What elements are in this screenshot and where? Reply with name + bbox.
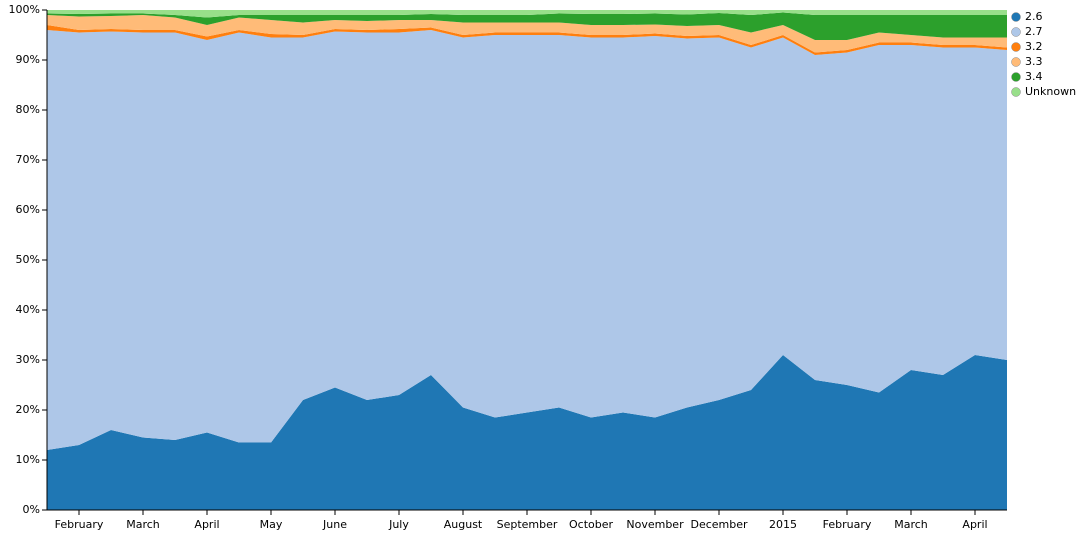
legend-label: 2.6: [1025, 10, 1043, 23]
x-tick-label: April: [194, 518, 219, 531]
area: [47, 12, 1007, 40]
legend-label: 2.7: [1025, 25, 1043, 38]
legend-swatch: [1011, 57, 1021, 67]
y-tick-label: 50%: [16, 253, 40, 266]
legend-label: 3.4: [1025, 70, 1043, 83]
legend-swatch: [1011, 87, 1021, 97]
legend-label: Unknown: [1025, 85, 1076, 98]
y-tick-label: 100%: [9, 3, 40, 16]
x-tick-label: July: [388, 518, 409, 531]
x-tick-label: April: [962, 518, 987, 531]
legend-swatch: [1011, 42, 1021, 52]
legend-label: 3.2: [1025, 40, 1043, 53]
x-tick-label: March: [894, 518, 928, 531]
x-tick-label: September: [497, 518, 558, 531]
y-tick-label: 90%: [16, 53, 40, 66]
legend-swatch: [1011, 72, 1021, 82]
x-tick-label: August: [444, 518, 483, 531]
area: [47, 10, 1007, 18]
area: [47, 15, 1007, 53]
y-tick-label: 60%: [16, 203, 40, 216]
y-tick-label: 40%: [16, 303, 40, 316]
x-tick-label: May: [260, 518, 283, 531]
x-tick-label: December: [690, 518, 748, 531]
legend-swatch: [1011, 12, 1021, 22]
x-tick-label: February: [823, 518, 872, 531]
x-tick-label: March: [126, 518, 160, 531]
x-tick-label: 2015: [769, 518, 797, 531]
y-tick-label: 10%: [16, 453, 40, 466]
legend-swatch: [1011, 27, 1021, 37]
x-tick-label: June: [322, 518, 347, 531]
y-tick-label: 30%: [16, 353, 40, 366]
x-tick-label: February: [55, 518, 104, 531]
legend-label: 3.3: [1025, 55, 1043, 68]
y-tick-label: 20%: [16, 403, 40, 416]
y-tick-label: 70%: [16, 153, 40, 166]
x-tick-label: November: [626, 518, 684, 531]
y-tick-label: 80%: [16, 103, 40, 116]
x-tick-label: October: [569, 518, 613, 531]
y-tick-label: 0%: [23, 503, 40, 516]
area: [47, 30, 1007, 450]
area: [47, 355, 1007, 510]
